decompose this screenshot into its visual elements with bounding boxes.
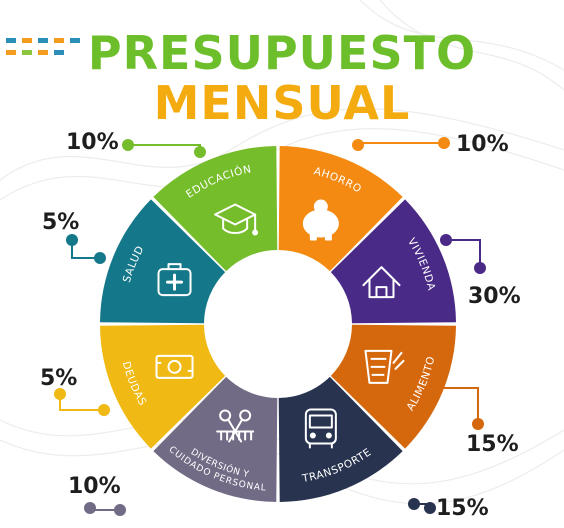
donut-segment-educacion (153, 146, 278, 272)
donut-segment-diversion-y-cuidado-personal (153, 376, 278, 502)
donut-segment-ahorro (278, 146, 403, 272)
value-label-vivienda: 30% (468, 284, 521, 309)
donut-segment-deudas (100, 324, 226, 449)
piggy-bank-icon (302, 199, 339, 241)
value-label-alimento: 15% (466, 432, 519, 457)
donut-segment-salud (100, 199, 226, 324)
chart-title-line-1: PRESUPUESTO (87, 26, 477, 80)
money-bill-icon (155, 354, 194, 379)
first-aid-kit-icon (157, 263, 192, 297)
leader-line-deudas (54, 388, 110, 416)
scissors-comb-icon (216, 409, 255, 443)
donut-segment-vivienda (330, 199, 456, 324)
value-label-transporte: 15% (436, 496, 489, 521)
leader-line-ahorro (352, 137, 450, 151)
value-label-diversion-y-cuidado-personal: 10% (68, 474, 121, 499)
bus-icon (304, 408, 337, 449)
leader-line-salud (66, 234, 106, 264)
donut-hole (206, 252, 350, 396)
donut-segment-transporte (278, 376, 403, 502)
value-label-ahorro: 10% (456, 132, 509, 157)
value-label-educacion: 10% (66, 130, 119, 155)
donut-segment-alimento (330, 324, 456, 449)
leader-line-vivienda (440, 234, 486, 274)
chart-title-line-2: MENSUAL (153, 76, 411, 130)
leader-line-diversion-y-cuidado-personal (84, 502, 126, 516)
value-label-deudas: 5% (40, 366, 78, 391)
leader-line-transporte (408, 498, 436, 514)
groceries-icon (364, 349, 405, 384)
leader-line-educacion (122, 139, 206, 158)
value-label-salud: 5% (42, 210, 80, 235)
graduation-cap-icon (214, 203, 259, 236)
house-icon (362, 266, 401, 299)
